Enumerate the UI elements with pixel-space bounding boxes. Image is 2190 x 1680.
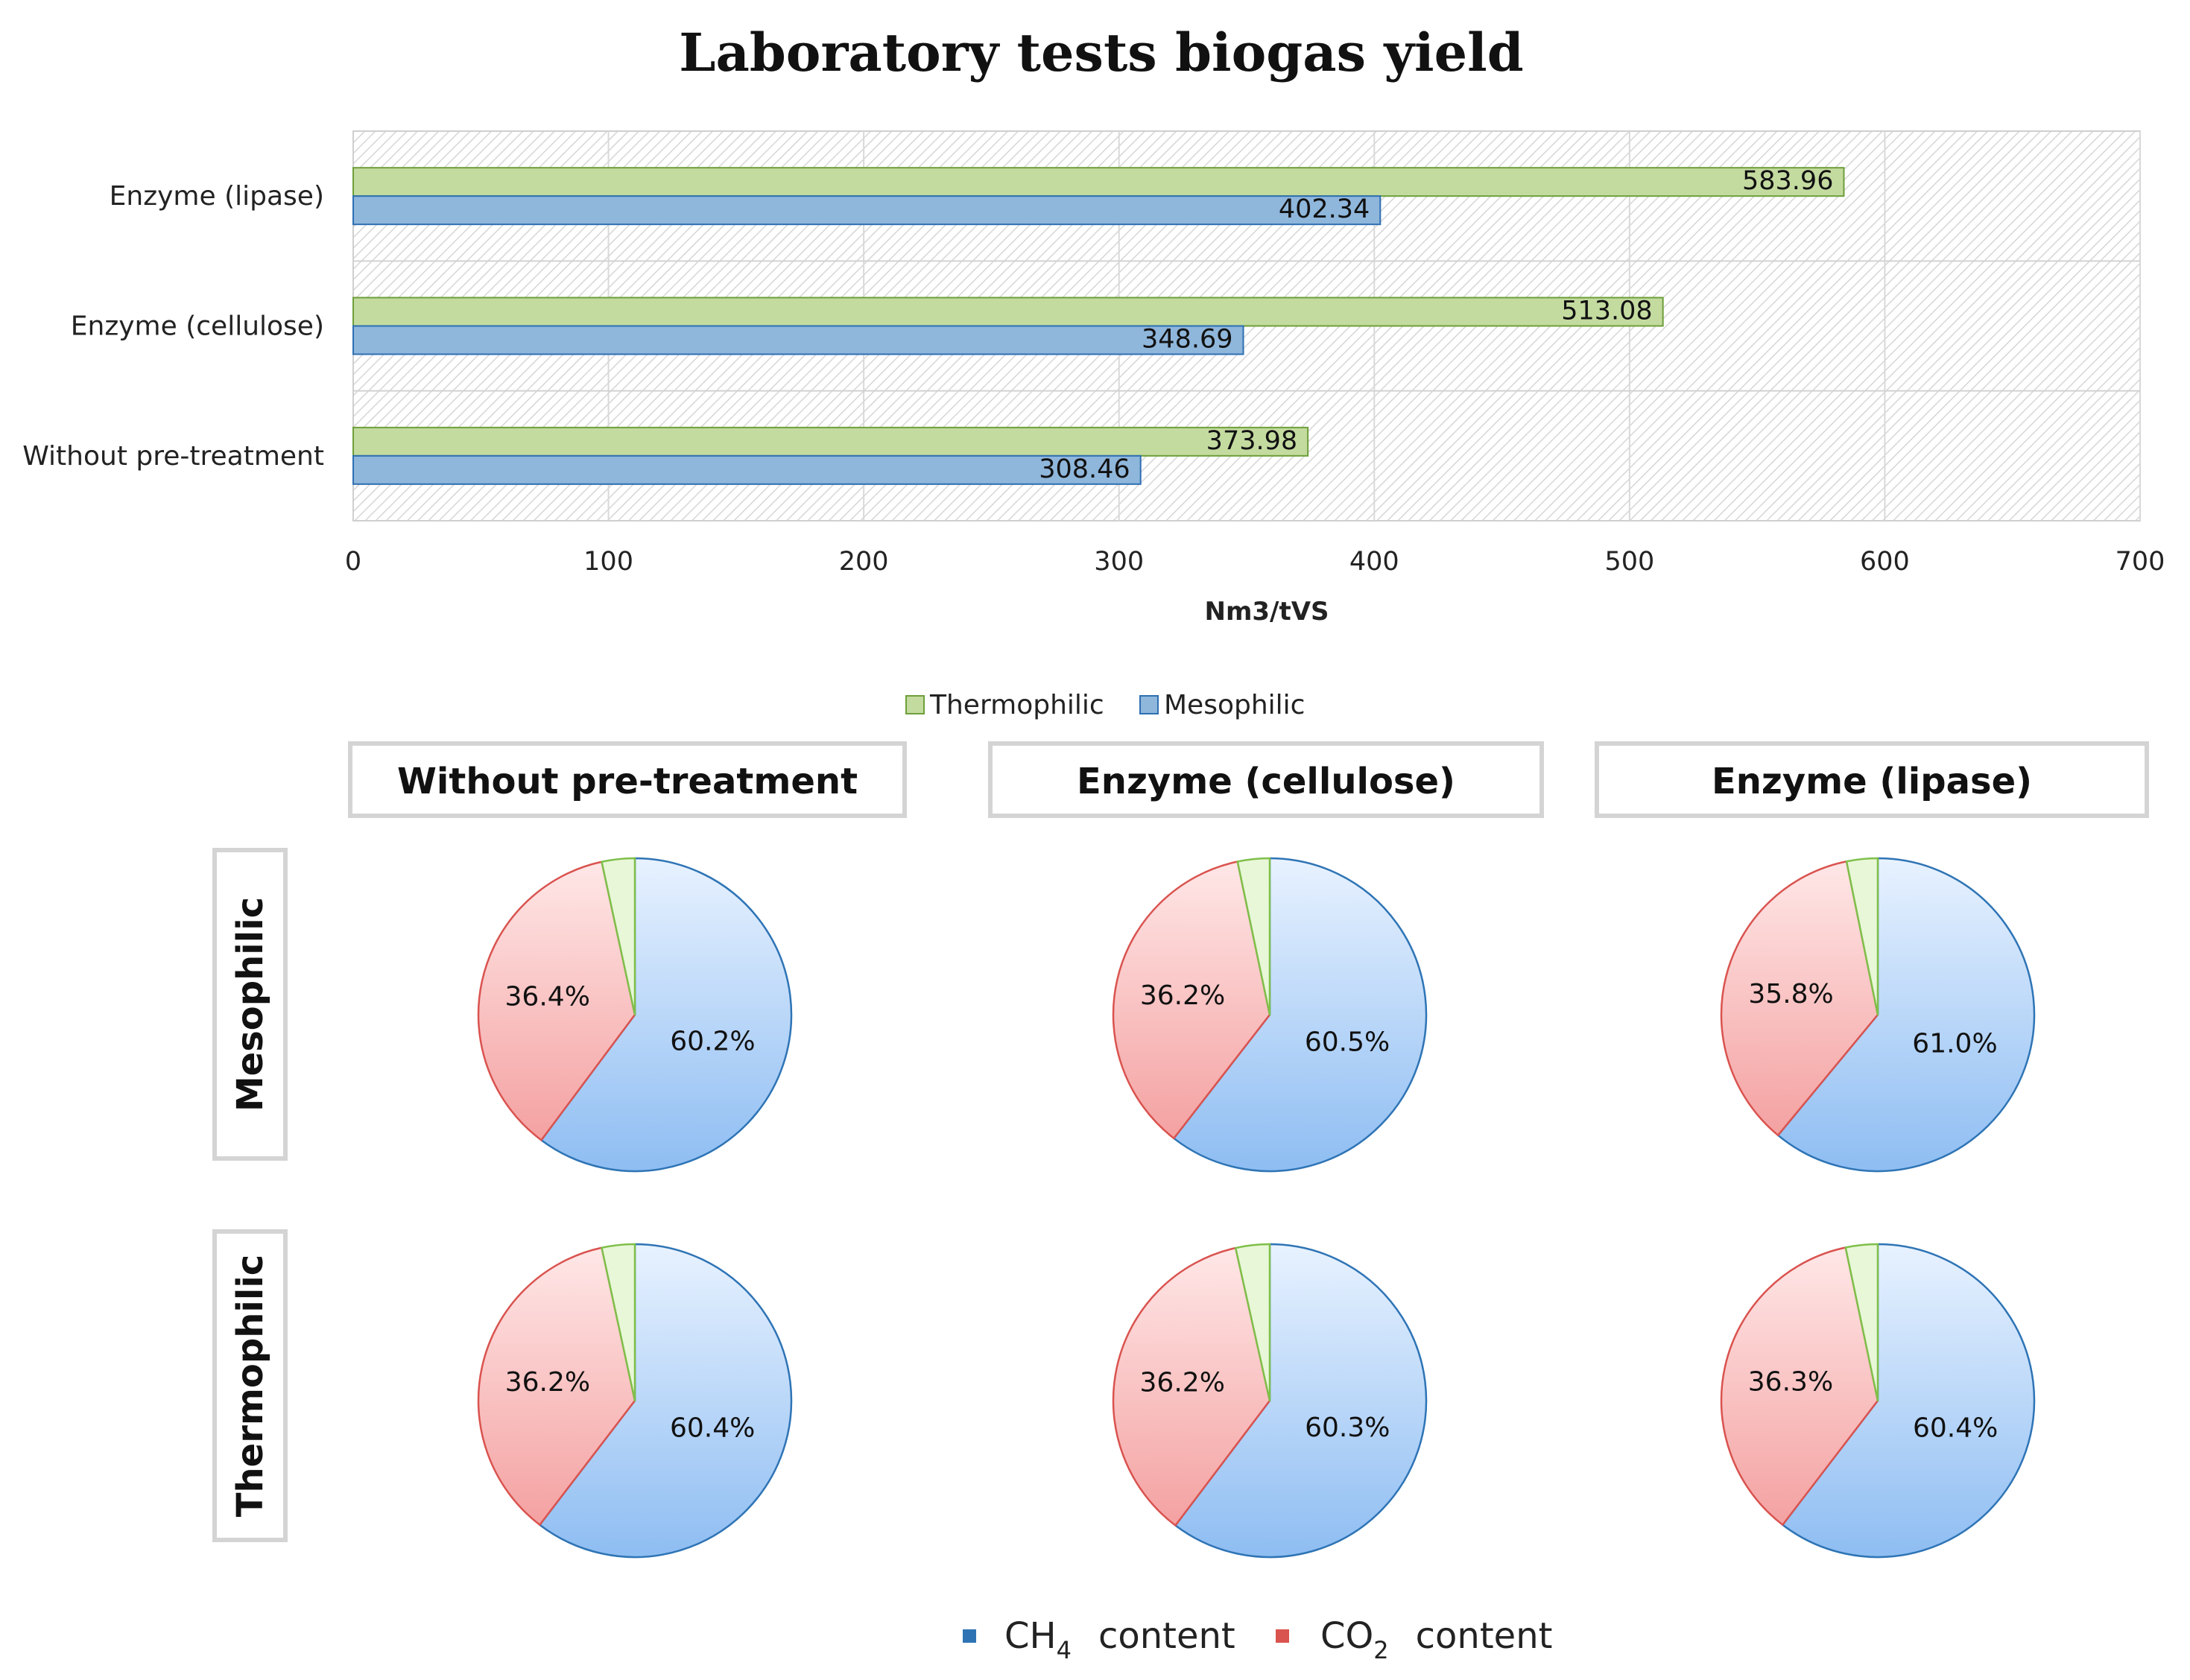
row-header-box <box>212 848 288 1161</box>
data-label-thermophilic-enzyme-cellulose: 513.08 <box>1561 297 1652 326</box>
data-label-thermophilic-without-pre-treatment: 373.98 <box>1206 426 1297 456</box>
pie-mesophilic-without-pre-treatment: 60.2% 36.4% <box>477 857 793 1173</box>
column-header-without-pretreatment: Without pre-treatment <box>397 761 858 802</box>
pct-label-ch4-thermophilic-enzyme-cellulose: 60.3% <box>1305 1413 1390 1443</box>
pct-label-ch4-mesophilic-enzyme-cellulose: 60.5% <box>1305 1027 1390 1058</box>
slice-ch4-thermophilic-without-pre-treatment <box>539 1243 793 1559</box>
bars: 583.96 402.34 513.08 348.69 373.98 308.46 <box>352 166 1845 485</box>
pie-thermophilic-enzyme-cellulose: 60.3% 36.2% <box>1112 1243 1428 1559</box>
data-label-thermophilic-enzyme-lipase: 583.96 <box>1742 166 1833 196</box>
bar-legend: Thermophilic Mesophilic <box>905 690 1305 720</box>
pie-mesophilic-enzyme-cellulose: 60.5% 36.2% <box>1112 857 1428 1173</box>
legend-label-co2: CO2 content <box>1320 1615 1552 1664</box>
pct-label-co2-mesophilic-without-pre-treatment: 36.4% <box>505 982 590 1012</box>
x-tick-labels: 0 100 200 300 400 500 600 700 <box>345 547 2165 577</box>
data-label-mesophilic-enzyme-cellulose: 348.69 <box>1142 325 1232 355</box>
data-label-mesophilic-without-pre-treatment: 308.46 <box>1039 454 1130 484</box>
x-axis-title: Nm3/tVS <box>1204 597 1329 627</box>
column-header-enzyme-cellulose: Enzyme (cellulose) <box>1077 761 1455 802</box>
category-label-enzyme-cellulose: Enzyme (cellulose) <box>71 311 324 342</box>
legend-swatch-co2 <box>1276 1629 1289 1643</box>
column-header-box <box>988 741 1544 818</box>
legend-swatch-mesophilic <box>1139 695 1159 714</box>
x-tick-label: 600 <box>1860 547 1910 577</box>
column-header-box <box>348 741 907 818</box>
slice-ch4-thermophilic-enzyme-lipase <box>1782 1243 2036 1559</box>
bar-mesophilic-enzyme-lipase <box>352 195 1382 226</box>
pct-label-co2-thermophilic-enzyme-cellulose: 36.2% <box>1140 1368 1225 1398</box>
pct-label-co2-thermophilic-enzyme-lipase: 36.3% <box>1748 1366 1833 1397</box>
bar-chart: 583.96 402.34 513.08 348.69 373.98 308.46 0 10… <box>22 130 2165 627</box>
x-tick-label: 0 <box>345 547 361 577</box>
legend-label-ch4: CH4 content <box>1004 1615 1235 1664</box>
bar-mesophilic-without-pre-treatment <box>352 454 1142 485</box>
gas-legend: CH4 content CO2 content <box>963 1615 1552 1664</box>
slice-other-mesophilic-without-pre-treatment <box>601 857 636 1016</box>
x-tick-label: 400 <box>1349 547 1399 577</box>
x-tick-label: 700 <box>2115 547 2165 577</box>
slice-co2-thermophilic-enzyme-cellulose <box>1112 1246 1271 1527</box>
bar-mesophilic-enzyme-cellulose <box>352 325 1244 355</box>
slice-co2-thermophilic-enzyme-lipase <box>1720 1246 1879 1526</box>
bar-thermophilic-without-pre-treatment <box>352 426 1309 457</box>
slice-other-thermophilic-enzyme-lipase <box>1844 1243 1879 1402</box>
chart-title: Laboratory tests biogas yield <box>679 22 1523 83</box>
slice-co2-thermophilic-without-pre-treatment <box>477 1246 636 1526</box>
slice-co2-mesophilic-enzyme-lipase <box>1720 860 1879 1137</box>
category-label-enzyme-lipase: Enzyme (lipase) <box>110 181 324 212</box>
bar-thermophilic-enzyme-cellulose <box>352 297 1664 327</box>
slice-other-mesophilic-enzyme-cellulose <box>1236 857 1271 1016</box>
legend-swatch-thermophilic <box>905 695 925 714</box>
category-labels: Enzyme (lipase) Enzyme (cellulose) Without… <box>22 181 324 472</box>
column-header-box <box>1595 741 2149 818</box>
slice-other-mesophilic-enzyme-lipase <box>1845 857 1879 1016</box>
row-header-mesophilic: Mesophilic <box>230 897 271 1112</box>
pct-label-ch4-mesophilic-without-pre-treatment: 60.2% <box>670 1027 755 1057</box>
column-header-enzyme-lipase: Enzyme (lipase) <box>1712 761 2032 802</box>
pie-thermophilic-without-pre-treatment: 60.4% 36.2% <box>477 1243 793 1559</box>
bar-thermophilic-enzyme-lipase <box>352 167 1845 197</box>
legend-label-mesophilic: Mesophilic <box>1164 690 1305 720</box>
pie-mesophilic-enzyme-lipase: 61.0% 35.8% <box>1720 857 2036 1173</box>
row-headers: Mesophilic Thermophilic <box>212 848 288 1542</box>
pct-label-ch4-thermophilic-enzyme-lipase: 60.4% <box>1913 1413 1998 1443</box>
data-label-mesophilic-enzyme-lipase: 402.34 <box>1279 194 1370 224</box>
pct-label-co2-thermophilic-without-pre-treatment: 36.2% <box>505 1367 590 1398</box>
slice-ch4-mesophilic-enzyme-cellulose <box>1173 857 1428 1173</box>
row-header-box <box>212 1229 288 1542</box>
pct-label-ch4-thermophilic-without-pre-treatment: 60.4% <box>670 1413 755 1443</box>
slice-other-thermophilic-without-pre-treatment <box>601 1243 636 1402</box>
legend-swatch-ch4 <box>963 1629 976 1643</box>
slice-ch4-thermophilic-enzyme-cellulose <box>1174 1243 1428 1559</box>
pct-label-co2-mesophilic-enzyme-lipase: 35.8% <box>1748 979 1833 1009</box>
x-tick-label: 200 <box>839 547 889 577</box>
pct-label-co2-mesophilic-enzyme-cellulose: 36.2% <box>1140 980 1225 1011</box>
slice-other-thermophilic-enzyme-cellulose <box>1234 1243 1271 1402</box>
slice-co2-mesophilic-without-pre-treatment <box>477 860 636 1141</box>
column-headers: Without pre-treatment Enzyme (cellulose)… <box>348 741 2149 818</box>
slice-co2-mesophilic-enzyme-cellulose <box>1112 860 1271 1140</box>
row-header-thermophilic: Thermophilic <box>230 1255 271 1517</box>
pct-label-ch4-mesophilic-enzyme-lipase: 61.0% <box>1912 1028 1997 1059</box>
pie-grid: 60.2% 36.4% 60.5% 36.2% 61.0% 35.8% 60.4% 36.2%… <box>477 857 2036 1559</box>
x-tick-label: 500 <box>1604 547 1654 577</box>
x-tick-label: 100 <box>583 547 633 577</box>
x-tick-label: 300 <box>1094 547 1144 577</box>
slice-ch4-mesophilic-enzyme-lipase <box>1776 857 2036 1173</box>
pie-thermophilic-enzyme-lipase: 60.4% 36.3% <box>1720 1243 2036 1559</box>
legend-label-thermophilic: Thermophilic <box>929 690 1104 720</box>
category-label-without-pre-treatment: Without pre-treatment <box>22 441 324 472</box>
slice-ch4-mesophilic-without-pre-treatment <box>540 857 793 1173</box>
